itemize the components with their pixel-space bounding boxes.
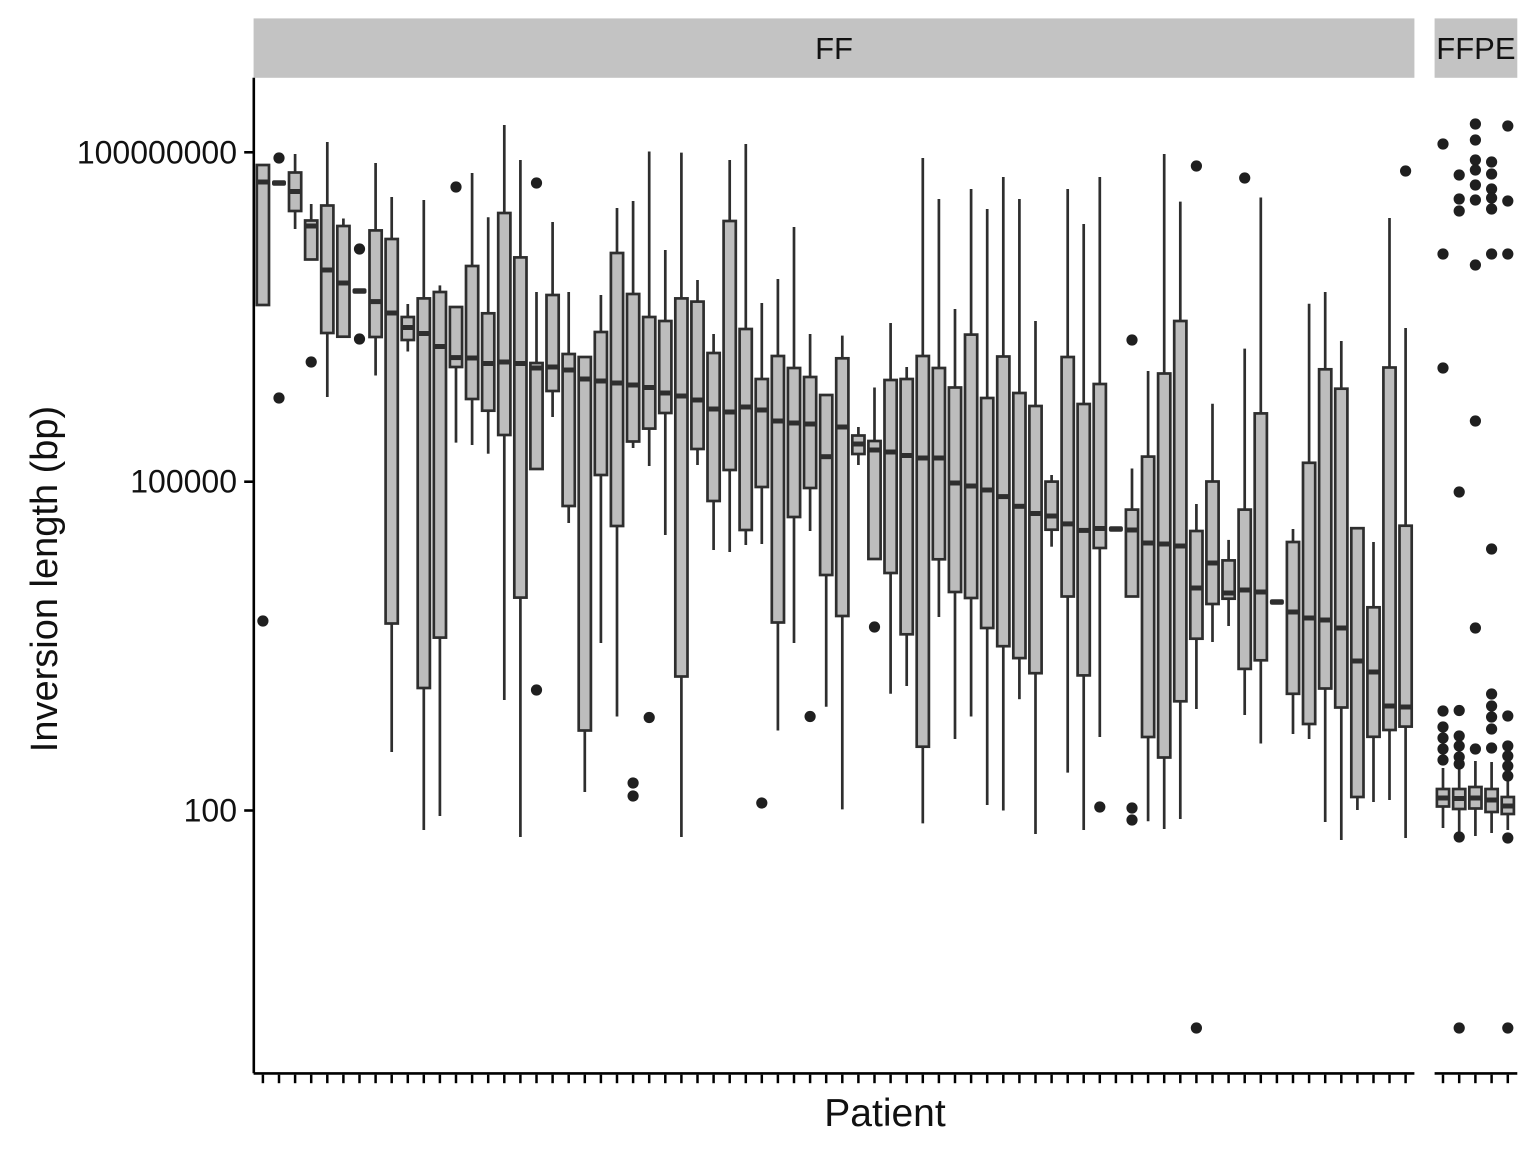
svg-text:FFPE: FFPE [1436,31,1515,66]
svg-text:FF: FF [815,31,853,66]
svg-text:100000: 100000 [130,464,237,500]
svg-text:100000000: 100000000 [77,134,237,170]
svg-text:Inversion length (bp): Inversion length (bp) [24,406,66,752]
svg-text:Patient: Patient [824,1092,946,1135]
svg-text:100: 100 [184,793,237,829]
